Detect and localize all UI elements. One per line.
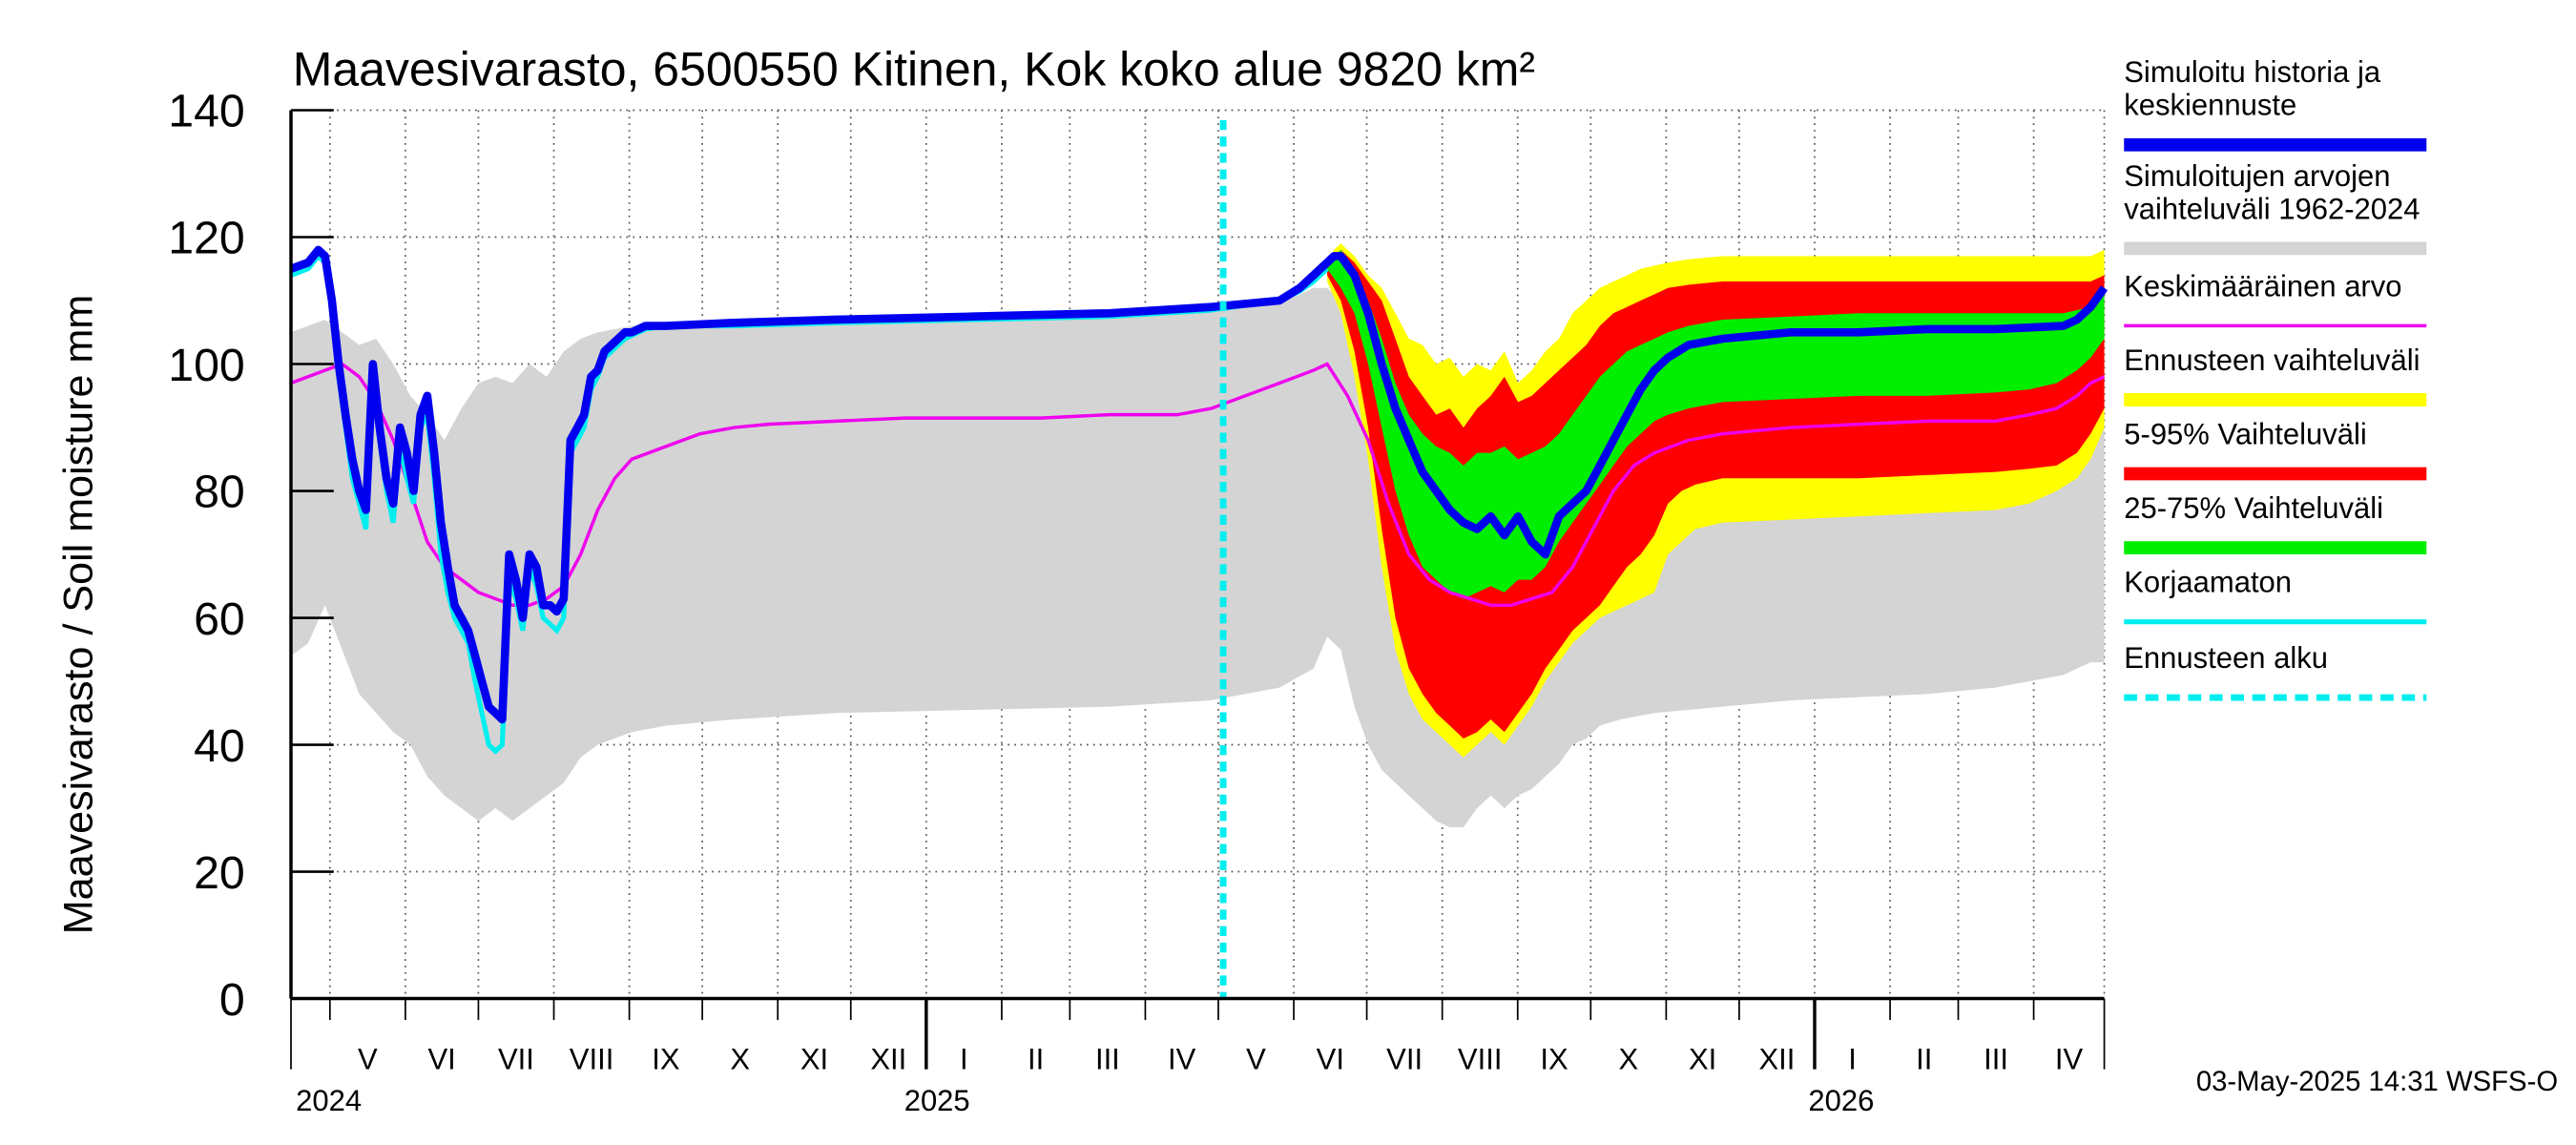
month-label: VII — [498, 1043, 534, 1076]
month-label: XI — [800, 1043, 828, 1076]
month-label: IX — [652, 1043, 680, 1076]
y-tick-label: 120 — [168, 213, 244, 264]
legend-label: Ennusteen vaihteluväli — [2124, 344, 2420, 377]
month-label: XII — [870, 1043, 906, 1076]
series-line-mean — [290, 362, 2106, 608]
year-label: 2026 — [1808, 1084, 1874, 1117]
month-label: III — [1984, 1043, 2008, 1076]
month-label: X — [1618, 1043, 1638, 1076]
range-bands — [290, 243, 2105, 828]
legend-label: 5-95% Vaihteluväli — [2124, 417, 2367, 450]
month-label: III — [1095, 1043, 1120, 1076]
y-tick-label: 140 — [168, 86, 244, 137]
legend-label: Simuloitujen arvojen — [2124, 159, 2390, 193]
y-tick-label: 20 — [194, 847, 245, 899]
month-label: IX — [1540, 1043, 1568, 1076]
footer-timestamp: 03-May-2025 14:31 WSFS-O — [2196, 1066, 2558, 1097]
legend-label: Korjaamaton — [2124, 566, 2292, 599]
year-label: 2025 — [904, 1084, 970, 1117]
y-tick-labels: 0 20 40 60 80 100 120 140 — [168, 86, 334, 1026]
month-label: II — [1028, 1043, 1044, 1076]
y-tick-label: 40 — [194, 720, 245, 772]
month-label: I — [960, 1043, 968, 1076]
legend-label: 25-75% Vaihteluväli — [2124, 491, 2383, 525]
y-tick-label: 0 — [219, 974, 245, 1026]
chart-title: Maavesivarasto, 6500550 Kitinen, Kok kok… — [293, 43, 1535, 96]
month-label: X — [730, 1043, 750, 1076]
y-axis-label: Maavesivarasto / Soil moisture mm — [56, 295, 102, 935]
month-label: IV — [1168, 1043, 1196, 1076]
series-line-simulated — [289, 245, 2109, 724]
legend-label: vaihteluväli 1962-2024 — [2124, 192, 2420, 225]
x-month-labels: V VI VII VIII IX X XI XII I II III IV V VI VII VIII IX X X… — [328, 998, 2084, 1076]
month-label: XI — [1689, 1043, 1716, 1076]
month-label: VIII — [1458, 1043, 1503, 1076]
legend-label: keskiennuste — [2124, 89, 2296, 122]
y-tick-label: 100 — [168, 340, 244, 391]
month-label: V — [358, 1043, 378, 1076]
legend-label: Simuloitu historia ja — [2124, 55, 2381, 89]
month-label: V — [1246, 1043, 1266, 1076]
month-label: I — [1848, 1043, 1857, 1076]
month-label: IV — [2055, 1043, 2084, 1076]
y-tick-label: 60 — [194, 593, 245, 645]
series-lines — [289, 119, 2109, 999]
x-year-labels: 2024 2025 2026 — [296, 1084, 1874, 1117]
year-label: 2024 — [296, 1084, 362, 1117]
month-label: VIII — [570, 1043, 614, 1076]
band-25-75 — [1327, 249, 2105, 599]
y-tick-label: 80 — [194, 467, 245, 518]
month-label: II — [1916, 1043, 1932, 1076]
month-label: VI — [428, 1043, 456, 1076]
month-label: VI — [1317, 1043, 1344, 1076]
legend-label: Ennusteen alku — [2124, 641, 2328, 675]
month-label: XII — [1758, 1043, 1795, 1076]
legend-label: Keskimääräinen arvo — [2124, 269, 2401, 302]
axes — [289, 110, 2106, 1070]
month-label: VII — [1386, 1043, 1423, 1076]
